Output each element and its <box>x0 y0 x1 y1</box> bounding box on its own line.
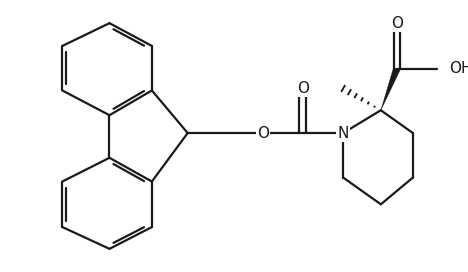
Text: O: O <box>257 126 269 141</box>
Text: OH: OH <box>449 61 468 76</box>
Text: O: O <box>391 16 403 31</box>
Polygon shape <box>381 67 400 110</box>
Text: N: N <box>337 126 349 141</box>
Text: O: O <box>297 81 308 96</box>
